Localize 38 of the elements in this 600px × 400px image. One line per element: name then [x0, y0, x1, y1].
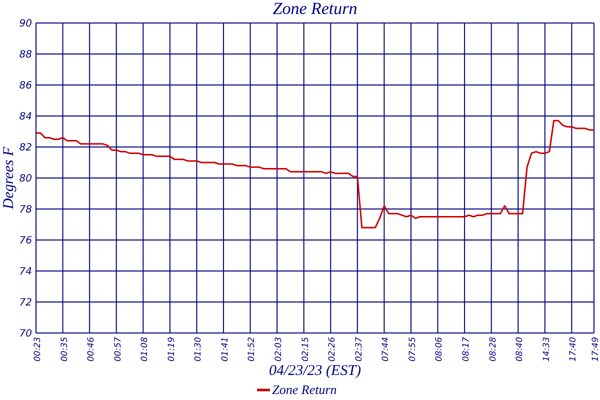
x-tick-label: 17:49	[590, 337, 600, 362]
y-tick-label: 78	[19, 204, 32, 216]
x-tick-label: 17:40	[568, 337, 579, 362]
x-tick-label: 01:08	[140, 336, 150, 362]
line-series	[36, 120, 594, 228]
x-tick-label: 00:57	[113, 336, 124, 362]
x-tick-label: 00:46	[86, 336, 97, 362]
x-tick-label: 08:28	[488, 336, 498, 362]
y-axis-title: Degrees F	[1, 146, 17, 210]
x-tick-label: 08:06	[434, 336, 445, 362]
legend-label: Zone Return	[272, 382, 337, 398]
y-tick-label: 76	[19, 236, 32, 247]
x-tick-label: 02:37	[354, 336, 364, 362]
x-tick-label: 01:19	[166, 337, 177, 362]
y-tick-label: 82	[19, 142, 32, 154]
y-tick-label: 72	[19, 298, 32, 309]
x-tick-label: 08:40	[515, 337, 526, 362]
y-tick-label: 86	[19, 80, 32, 92]
x-tick-label: 02:03	[274, 337, 284, 362]
x-tick-label: 00:35	[60, 337, 70, 362]
y-tick-label: 84	[19, 112, 32, 123]
x-tick-label: 08:17	[462, 336, 472, 362]
x-tick-label: 01:41	[220, 337, 230, 362]
x-tick-label: 02:15	[300, 337, 311, 362]
x-tick-label: 01:52	[247, 337, 258, 362]
x-tick-label: 00:23	[32, 337, 43, 362]
x-axis-title: 04/23/23 (EST)	[268, 363, 362, 379]
y-tick-label: 80	[19, 174, 32, 185]
x-tick-label: 07:44	[381, 337, 392, 362]
x-tick-label: 07:55	[408, 337, 418, 362]
y-tick-label: 70	[19, 328, 32, 340]
chart-title: Zone Return	[272, 0, 358, 18]
y-tick-label: 74	[19, 266, 32, 278]
x-tick-label: 02:26	[328, 336, 338, 362]
y-tick-label: 88	[19, 50, 32, 61]
y-tick-label: 90	[19, 18, 32, 30]
x-tick-label: 01:30	[194, 337, 204, 362]
x-tick-label: 14:33	[542, 337, 552, 362]
